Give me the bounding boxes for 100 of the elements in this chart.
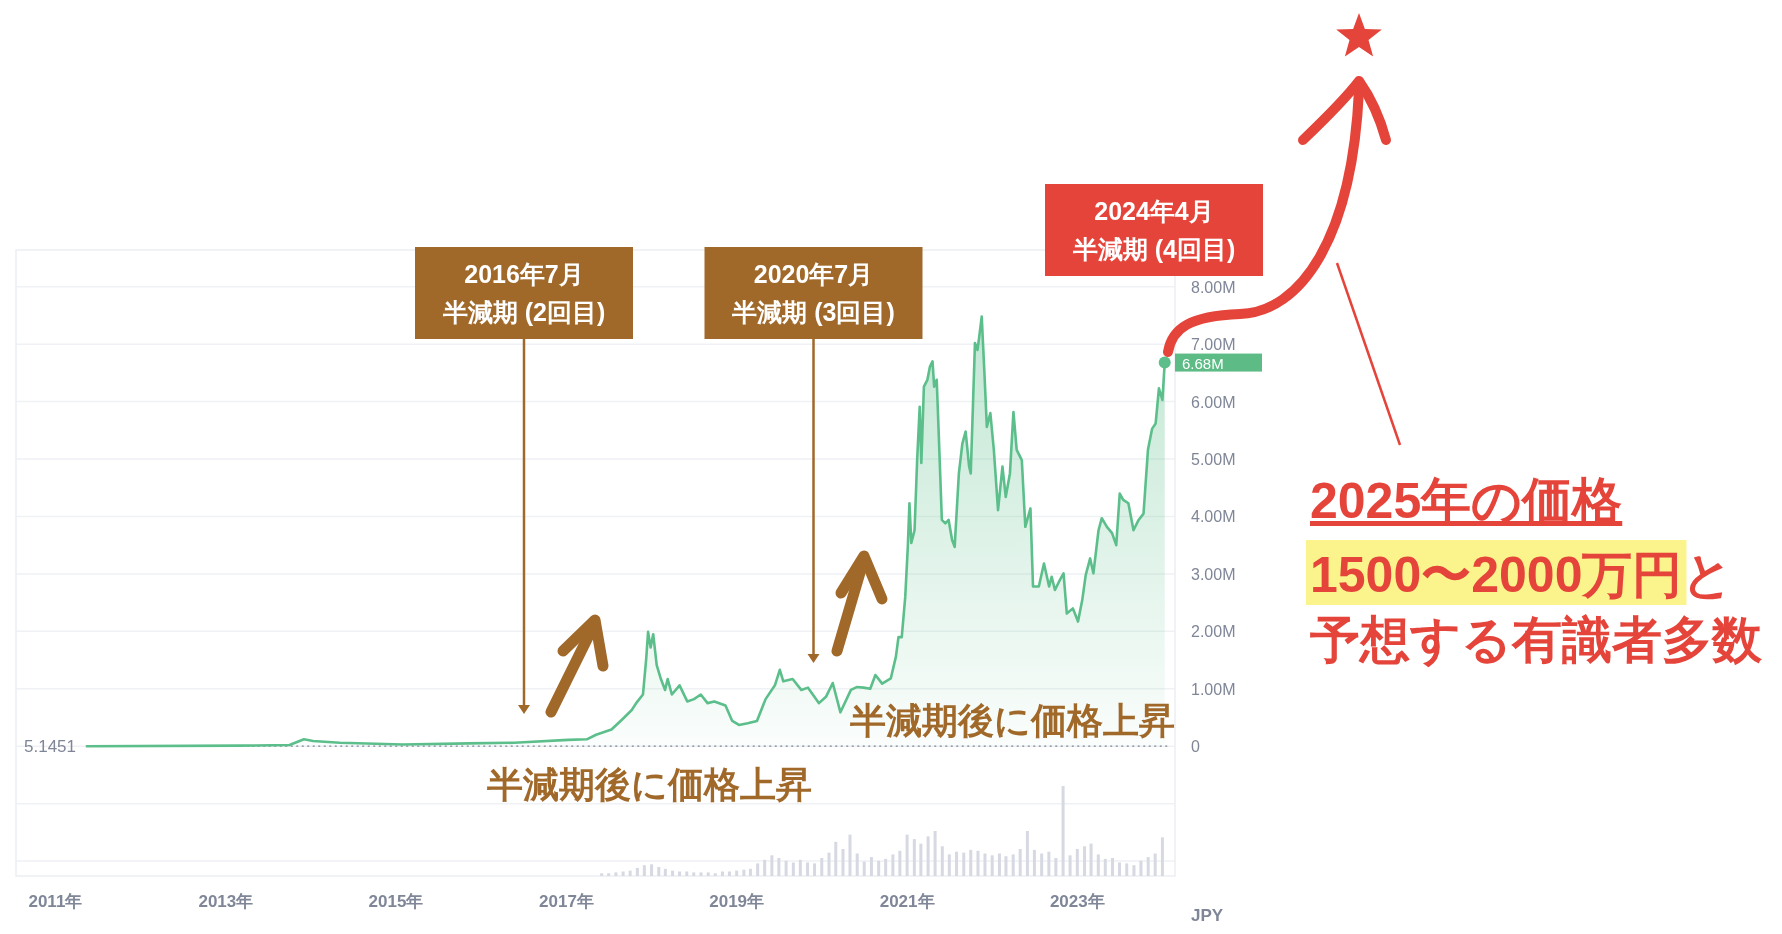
x-tick-label: 2023年: [1049, 891, 1105, 911]
bar: [848, 834, 852, 876]
y-tick-label: 7.00M: [1191, 335, 1236, 353]
bar: [791, 862, 795, 876]
bar: [1047, 851, 1051, 876]
bar: [777, 858, 781, 876]
bar: [1040, 853, 1044, 876]
bar: [742, 869, 746, 876]
bar: [784, 860, 788, 876]
bar: [1089, 843, 1093, 876]
x-tick-label: 2017年: [539, 891, 594, 911]
bar: [671, 870, 675, 876]
bar: [1011, 854, 1015, 876]
bar: [983, 853, 987, 876]
bar: [1118, 862, 1122, 876]
y-axis-title: JPY: [1191, 905, 1224, 925]
x-tick-label: 2021年: [879, 891, 935, 911]
bar: [614, 872, 618, 876]
bar: [827, 852, 831, 876]
bar: [1075, 849, 1079, 876]
annotation: 半減期後に価格上昇: [486, 764, 812, 805]
bar: [940, 846, 944, 876]
bar: [692, 872, 696, 876]
bar: [1132, 865, 1136, 876]
annotation: 半減期 (2回目): [441, 298, 606, 326]
bar: [628, 870, 632, 876]
bar: [663, 868, 667, 876]
bar: [1146, 857, 1150, 876]
bar: [898, 850, 902, 876]
bar: [699, 872, 703, 876]
bar: [635, 867, 639, 876]
text: 1500〜2000万円と: [1310, 547, 1734, 603]
annotation: 半減期 (4回目): [1071, 235, 1236, 263]
bar: [600, 873, 604, 876]
bar: [855, 853, 859, 876]
y-tick-label: 6.00M: [1191, 393, 1236, 411]
x-tick-label: 2013年: [198, 891, 254, 911]
bar: [884, 858, 888, 876]
bar: [748, 868, 752, 876]
bar: [997, 853, 1001, 876]
x-tick-label: 2015年: [368, 891, 424, 911]
bar: [1083, 846, 1087, 876]
text: 2024年4月: [1094, 197, 1214, 225]
bar: [990, 855, 994, 876]
y-tick-label: 2.00M: [1191, 622, 1236, 640]
annotation: 半減期 (3回目): [731, 298, 895, 326]
bar: [1025, 831, 1029, 876]
bar: [905, 834, 909, 876]
y-tick-label: 5.00M: [1191, 450, 1236, 468]
bar: [1061, 786, 1065, 876]
x-tick-label: 2011年: [28, 891, 83, 911]
bar: [642, 865, 646, 876]
bar: [820, 858, 824, 876]
bar: [706, 872, 710, 876]
y-tick-label: 1.00M: [1191, 680, 1236, 698]
bar: [1139, 860, 1143, 876]
bar: [735, 870, 739, 876]
bar: [834, 841, 838, 876]
bar: [926, 836, 930, 876]
bar: [919, 843, 923, 876]
bar: [877, 860, 881, 876]
annotation: 2016年7月: [464, 260, 584, 288]
bar: [650, 864, 654, 876]
bar: [657, 867, 661, 876]
annotation: 6.68M: [1182, 354, 1224, 372]
x-tick-label: 2019年: [709, 891, 765, 911]
annotation: 半減期後に価格上昇: [849, 700, 1175, 741]
bar: [862, 861, 866, 876]
bar: [763, 859, 767, 876]
bar: [1032, 849, 1036, 876]
bar: [1125, 863, 1129, 876]
ref-line-label: 5.1451: [24, 736, 76, 756]
bar: [1068, 855, 1072, 876]
bar: [912, 839, 916, 876]
bar: [955, 851, 959, 876]
bar: [813, 863, 817, 876]
bar: [1018, 849, 1022, 876]
bar: [933, 831, 937, 876]
annotation: 2020年7月: [753, 260, 874, 288]
bar: [1096, 854, 1100, 876]
bar: [713, 873, 717, 876]
y-tick-label: 4.00M: [1191, 507, 1236, 525]
bar: [806, 862, 810, 876]
bar: [869, 857, 873, 876]
y-tick-label: 0: [1191, 737, 1200, 755]
bar: [1103, 858, 1107, 876]
bar: [1054, 858, 1058, 876]
bar: [607, 873, 611, 876]
y-tick-label: 8.00M: [1191, 278, 1236, 296]
bar: [976, 850, 980, 876]
bar: [947, 854, 951, 876]
bar: [798, 859, 802, 876]
bar: [962, 852, 966, 876]
bar: [1153, 853, 1157, 876]
bar: [969, 849, 973, 876]
text: 予想する有識者多数: [1309, 612, 1763, 668]
bar: [1111, 858, 1115, 876]
y-tick-label: 3.00M: [1191, 565, 1236, 583]
bar: [756, 863, 760, 876]
bar: [1160, 837, 1164, 876]
